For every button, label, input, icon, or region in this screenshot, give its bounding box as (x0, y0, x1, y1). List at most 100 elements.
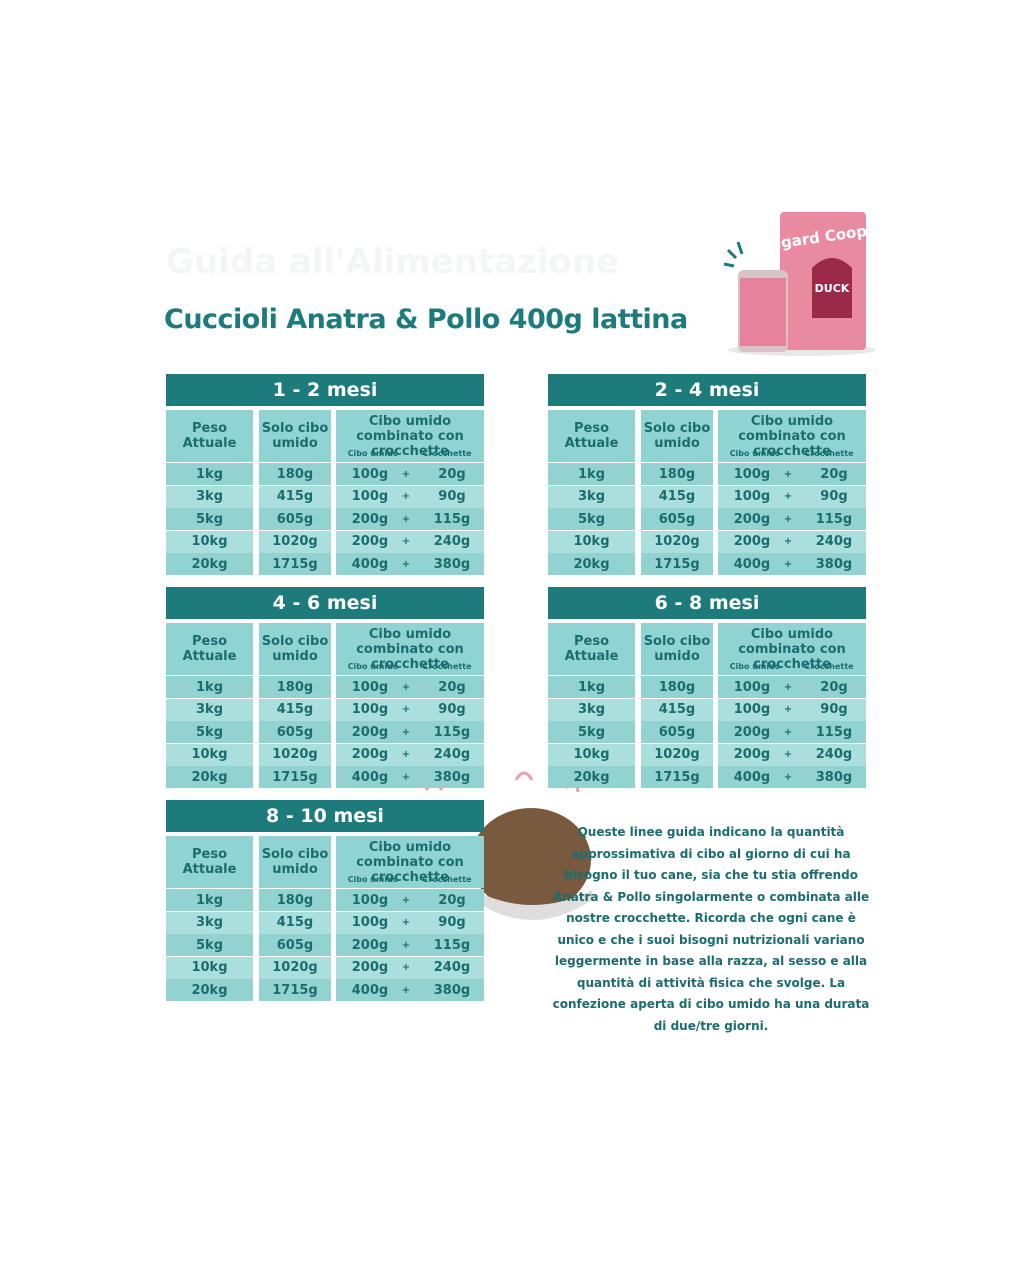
row-bg (641, 485, 713, 508)
row-bg (548, 530, 635, 553)
table-cell: 3kg (578, 702, 605, 718)
table-cell: + (401, 704, 411, 716)
table-cell: + (783, 704, 793, 716)
table-cell: 1kg (578, 466, 605, 482)
row-bg (259, 889, 331, 911)
table-cell: 3kg (196, 915, 223, 931)
table-cell: 1715g (272, 982, 318, 998)
table-cell: + (783, 749, 793, 761)
row-bg (166, 508, 253, 531)
table-cell: 605g (276, 511, 314, 527)
table-cell: + (401, 536, 411, 548)
table-title: 1 - 2 mesi (166, 374, 484, 406)
header-cell: Solo cibo umido (641, 623, 713, 675)
subtitle: Cuccioli Anatra & Pollo 400g lattina (164, 304, 688, 335)
subheader: Cibo umido (347, 874, 399, 884)
table-cell: + (401, 749, 411, 761)
table-cell: 10kg (191, 747, 228, 763)
table-cell: 400g (351, 982, 389, 998)
row-bg (718, 676, 866, 698)
row-bg (336, 530, 484, 553)
table-cell: 1715g (272, 769, 318, 785)
table-cell: 400g (733, 556, 771, 572)
table-cell: 115g (815, 724, 853, 740)
table-cell: 200g (351, 534, 389, 550)
row-bg (641, 766, 713, 789)
table-cell: 115g (815, 511, 853, 527)
table-cell: 400g (733, 769, 771, 785)
table-cell: + (783, 771, 793, 783)
table-cell: + (401, 681, 411, 693)
table-cell: + (783, 726, 793, 738)
table-cell: 5kg (196, 511, 223, 527)
table-cell: 100g (351, 915, 389, 931)
table-cell: 1kg (578, 679, 605, 695)
row-bg (166, 698, 253, 721)
table-cell: 90g (438, 915, 466, 931)
table-cell: 100g (733, 466, 771, 482)
table-cell: + (783, 681, 793, 693)
table-cell: 240g (433, 534, 471, 550)
table-cell: 20g (820, 466, 848, 482)
table-cell: 5kg (578, 724, 605, 740)
table-cell: 380g (815, 769, 853, 785)
table-cell: 1715g (654, 769, 700, 785)
table-cell: 380g (433, 769, 471, 785)
row-bg (718, 508, 866, 531)
row-bg (641, 743, 713, 766)
table-title: 6 - 8 mesi (548, 587, 866, 619)
row-bg (336, 553, 484, 576)
row-bg (259, 508, 331, 531)
subheader: Crocchette (422, 448, 472, 458)
row-bg (259, 743, 331, 766)
subheader: Cibo umido (729, 448, 781, 458)
header-cell: Cibo umido combinato con crocchette (336, 410, 484, 462)
table-cell: 115g (433, 511, 471, 527)
table-cell: 90g (438, 489, 466, 505)
table-cell: 1020g (272, 747, 318, 763)
table-cell: 10kg (191, 534, 228, 550)
row-bg (166, 676, 253, 698)
table-cell: + (401, 984, 411, 996)
row-bg (259, 911, 331, 934)
header-cell: Solo cibo umido (259, 836, 331, 888)
row-bg (336, 676, 484, 698)
header-cell: Peso Attuale (548, 623, 635, 675)
table-cell: 100g (351, 466, 389, 482)
subheader: Cibo umido (729, 661, 781, 671)
header-cell: Peso Attuale (548, 410, 635, 462)
row-bg (336, 911, 484, 934)
table-cell: 100g (733, 489, 771, 505)
row-bg (166, 530, 253, 553)
row-bg (166, 743, 253, 766)
table-cell: + (783, 468, 793, 480)
row-bg (259, 979, 331, 1002)
table-title: 8 - 10 mesi (166, 800, 484, 832)
table-cell: 415g (658, 702, 696, 718)
table-cell: 240g (433, 960, 471, 976)
row-bg (548, 676, 635, 698)
table-cell: 5kg (578, 511, 605, 527)
table-cell: 5kg (196, 724, 223, 740)
table-cell: + (401, 491, 411, 503)
table-cell: 20kg (573, 769, 610, 785)
table-cell: 1715g (272, 556, 318, 572)
table-cell: 180g (276, 466, 314, 482)
row-bg (336, 934, 484, 957)
table-title: 2 - 4 mesi (548, 374, 866, 406)
table-cell: 605g (276, 724, 314, 740)
header-cell: Solo cibo umido (259, 623, 331, 675)
row-bg (718, 485, 866, 508)
table-cell: 10kg (573, 534, 610, 550)
table-cell: 20kg (191, 769, 228, 785)
header-cell: Solo cibo umido (641, 410, 713, 462)
row-bg (641, 463, 713, 485)
row-bg (548, 508, 635, 531)
table-cell: 100g (733, 702, 771, 718)
table-cell: + (401, 726, 411, 738)
table-cell: 380g (433, 982, 471, 998)
row-bg (641, 721, 713, 744)
row-bg (336, 956, 484, 979)
row-bg (259, 485, 331, 508)
